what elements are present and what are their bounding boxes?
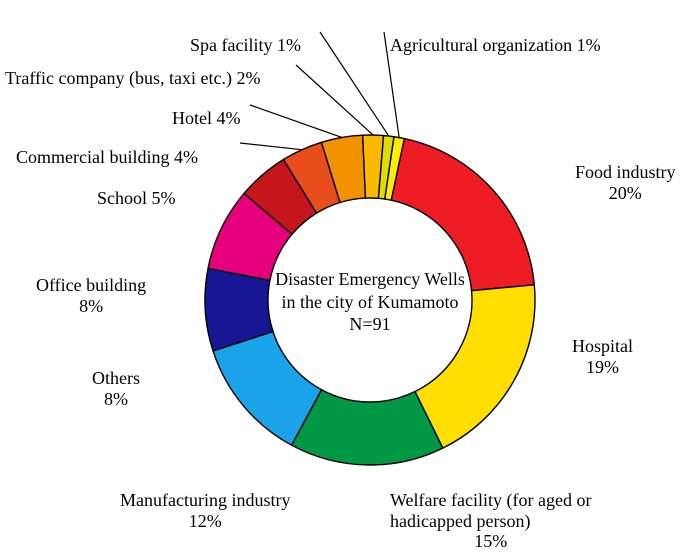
center-line-3: N=91 [258,313,482,336]
slice-label-pct: 20% [575,183,676,204]
leader-line [320,32,389,136]
leader-line [250,105,342,137]
center-line-2: in the city of Kumamoto [258,291,482,314]
slice-label-pct: 8% [92,389,140,410]
slice-label: Others8% [92,368,140,409]
center-line-1: Disaster Emergency Wells [258,268,482,291]
slice-label: Hospital19% [572,336,633,377]
slice-label-pct: 12% [120,511,290,532]
leader-line [240,143,302,150]
slice-label-text: Manufacturing industry [120,490,290,511]
leader-line [296,65,373,135]
slice-label-text: Welfare facility (for aged orhadicapped … [390,490,591,531]
slice-label: Office building8% [36,275,146,316]
slice-label: Food industry20% [575,162,676,203]
donut-chart-container: Food industry20% Hospital19% Welfare facil… [0,0,685,549]
slice-label: School 5% [97,188,176,209]
slice-label: Agricultural organization 1% [390,35,601,56]
chart-center-text: Disaster Emergency Wells in the city of … [258,268,482,336]
slice-label-text: Hotel 4% [172,108,240,129]
slice-label: Welfare facility (for aged orhadicapped … [390,490,591,552]
slice-label-text: Spa facility 1% [190,35,301,56]
slice-label-text: Office building [36,275,146,296]
slice-label: Spa facility 1% [190,35,301,56]
slice-label-pct: 8% [36,296,146,317]
slice-label-text: Others [92,368,140,389]
slice-label-text: Hospital [572,336,633,357]
slice-label: Manufacturing industry12% [120,490,290,531]
slice-label: Commercial building 4% [16,147,198,168]
slice-label: Hotel 4% [172,108,240,129]
slice-label: Traffic company (bus, taxi etc.) 2% [5,68,260,89]
slice-label-text: Agricultural organization 1% [390,35,601,56]
slice-label-text: Traffic company (bus, taxi etc.) 2% [5,68,260,89]
slice-label-pct: 19% [572,357,633,378]
slice-label-text: School 5% [97,188,176,209]
slice-label-text: Food industry [575,162,676,183]
slice-label-text: Commercial building 4% [16,147,198,168]
